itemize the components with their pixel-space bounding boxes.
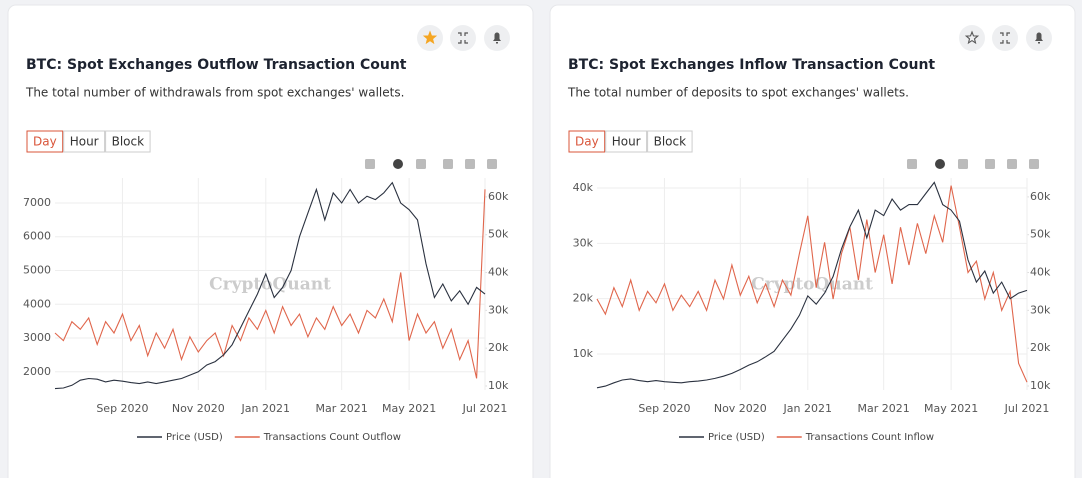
x-tick-label: Jul 2021	[462, 402, 508, 415]
expand-button[interactable]	[992, 25, 1018, 51]
star-icon	[964, 30, 980, 45]
card	[7, 4, 534, 478]
toolbar-button[interactable]	[907, 159, 917, 169]
x-tick-label: Sep 2020	[96, 402, 148, 415]
y2-tick-label: 30k	[488, 303, 509, 316]
y-tick-label: 40k	[573, 181, 594, 194]
chart-title: BTC: Spot Exchanges Outflow Transaction …	[26, 57, 407, 73]
toolbar-button[interactable]	[935, 159, 945, 169]
favorite-button[interactable]	[959, 25, 985, 51]
toolbar-button[interactable]	[1029, 159, 1039, 169]
x-tick-label: Mar 2021	[858, 402, 910, 415]
y-tick-label: 7000	[23, 196, 51, 209]
series-line	[596, 181, 1028, 389]
expand-button[interactable]	[450, 25, 476, 51]
toolbar-button[interactable]	[487, 159, 497, 169]
y2-tick-label: 20k	[488, 341, 509, 354]
series-line	[596, 185, 1028, 383]
y2-tick-label: 10k	[1030, 379, 1051, 392]
bell-icon	[493, 32, 501, 44]
tab-button[interactable]	[105, 130, 151, 153]
series-line	[54, 181, 486, 390]
toolbar-button[interactable]	[443, 159, 453, 169]
x-tick-label: Nov 2020	[172, 402, 225, 415]
tab-button[interactable]	[647, 130, 693, 153]
y2-tick-label: 50k	[1030, 228, 1051, 241]
series-line	[54, 189, 486, 379]
y-tick-label: 2000	[23, 365, 51, 378]
star-icon	[422, 30, 438, 45]
y2-tick-label: 60k	[488, 190, 509, 203]
y2-tick-label: 10k	[488, 379, 509, 392]
toolbar-button[interactable]	[465, 159, 475, 169]
toolbar-button[interactable]	[365, 159, 375, 169]
tab-label[interactable]: Hour	[70, 135, 99, 149]
expand-icon	[458, 32, 468, 44]
bell-icon	[1035, 32, 1043, 44]
tab-label[interactable]: Day	[33, 135, 57, 149]
x-tick-label: Nov 2020	[714, 402, 767, 415]
y-tick-label: 20k	[573, 292, 594, 305]
x-tick-label: Jan 2021	[241, 402, 290, 415]
watermark: CryptoQuant	[751, 275, 873, 295]
y2-tick-label: 40k	[488, 266, 509, 279]
expand-icon	[1000, 32, 1010, 44]
tab-button[interactable]	[568, 130, 606, 153]
x-tick-label: Jul 2021	[1004, 402, 1050, 415]
toolbar-button[interactable]	[1007, 159, 1017, 169]
y-tick-label: 3000	[23, 331, 51, 344]
legend-label[interactable]: Transactions Count Outflow	[263, 432, 401, 443]
x-tick-label: May 2021	[924, 402, 978, 415]
chart-subtitle: The total number of deposits to spot exc…	[567, 86, 909, 100]
y-tick-label: 10k	[573, 347, 594, 360]
legend-label[interactable]: Transactions Count Inflow	[805, 432, 934, 443]
toolbar-button[interactable]	[958, 159, 968, 169]
toolbar-button[interactable]	[985, 159, 995, 169]
y2-tick-label: 30k	[1030, 303, 1051, 316]
chart-subtitle: The total number of withdrawals from spo…	[25, 86, 404, 100]
legend-label[interactable]: Price (USD)	[166, 432, 223, 443]
y2-tick-label: 20k	[1030, 341, 1051, 354]
y2-tick-label: 60k	[1030, 190, 1051, 203]
y2-tick-label: 50k	[488, 228, 509, 241]
tab-button[interactable]	[26, 130, 64, 153]
y-tick-label: 4000	[23, 297, 51, 310]
y-tick-label: 6000	[23, 230, 51, 243]
y-tick-label: 5000	[23, 263, 51, 276]
tab-button[interactable]	[605, 130, 648, 153]
card	[549, 4, 1076, 478]
y2-tick-label: 40k	[1030, 266, 1051, 279]
legend-label[interactable]: Price (USD)	[708, 432, 765, 443]
x-tick-label: May 2021	[382, 402, 436, 415]
x-tick-label: Jan 2021	[783, 402, 832, 415]
x-tick-label: Sep 2020	[638, 402, 690, 415]
toolbar-button[interactable]	[416, 159, 426, 169]
chart-title: BTC: Spot Exchanges Inflow Transaction C…	[568, 57, 935, 73]
tab-button[interactable]	[63, 130, 106, 153]
tab-label[interactable]: Day	[575, 135, 599, 149]
x-tick-label: Mar 2021	[316, 402, 368, 415]
y-tick-label: 30k	[573, 236, 594, 249]
tab-label[interactable]: Block	[654, 135, 687, 149]
tab-label[interactable]: Block	[112, 135, 145, 149]
tab-label[interactable]: Hour	[612, 135, 641, 149]
toolbar-button[interactable]	[393, 159, 403, 169]
